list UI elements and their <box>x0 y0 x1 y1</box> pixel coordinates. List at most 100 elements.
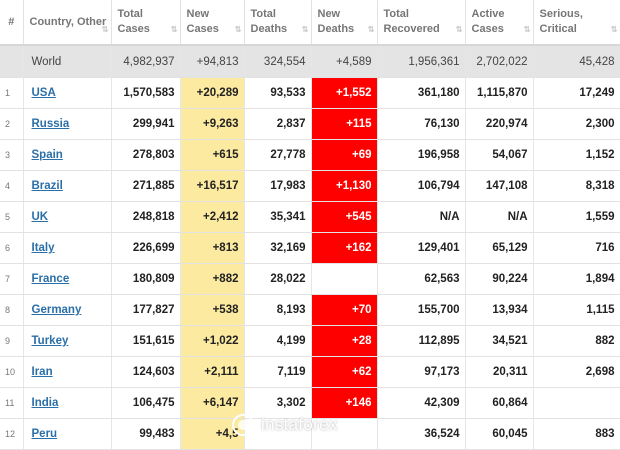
table-row: 4 Brazil 271,885 +16,517 17,983 +1,130 106,794… <box>0 170 620 202</box>
new-cases-cell: +882 <box>180 263 245 295</box>
country-link[interactable]: UK <box>31 211 49 223</box>
country-link[interactable]: Spain <box>31 149 63 161</box>
table-row: 3 Spain 278,803 +615 27,778 +69 196,958 54,067 1… <box>0 139 620 171</box>
row-rank: 11 <box>0 387 24 419</box>
new-deaths-cell: +1,552 <box>311 77 378 109</box>
country-link[interactable]: France <box>31 273 70 285</box>
row-rank: 8 <box>0 294 24 326</box>
column-header-total-deaths[interactable]: Total Deaths ⇅ <box>244 0 312 46</box>
country-link[interactable]: Brazil <box>31 180 63 192</box>
table-row: 10 Iran 124,603 +2,111 7,119 +62 97,173 20,311 2… <box>0 356 620 388</box>
serious-critical-cell: 2,300 <box>533 108 620 140</box>
row-rank: 1 <box>0 77 24 109</box>
column-header-new-deaths[interactable]: New Deaths ⇅ <box>311 0 378 46</box>
new-deaths-cell: +62 <box>311 356 378 388</box>
country-link[interactable]: USA <box>31 87 56 99</box>
active-cases-cell: 220,974 <box>465 108 534 140</box>
instaforex-watermark: instaforex <box>232 414 338 436</box>
total-cases-cell: 271,885 <box>111 170 181 202</box>
world-total-cases: 4,982,937 <box>111 45 181 78</box>
sort-icon[interactable]: ⇅ <box>455 25 463 34</box>
table-row: 5 UK 248,818 +2,412 35,341 +545 N/A N/A 1,559 <box>0 201 620 233</box>
table-row: 11 India 106,475 +6,147 3,302 +146 42,309 60,86… <box>0 387 620 419</box>
column-header-rank[interactable]: # <box>0 0 24 46</box>
new-cases-cell: +6,147 <box>180 387 245 419</box>
row-rank: 9 <box>0 325 24 357</box>
total-recovered-cell: 106,794 <box>377 170 466 202</box>
country-cell: Italy <box>23 232 112 264</box>
new-cases-cell: +1,022 <box>180 325 245 357</box>
country-cell: France <box>23 263 112 295</box>
country-link[interactable]: Germany <box>31 304 82 316</box>
new-cases-cell: +813 <box>180 232 245 264</box>
row-rank: 4 <box>0 170 24 202</box>
total-cases-cell: 226,699 <box>111 232 181 264</box>
world-total-row: World 4,982,937 +94,813 324,554 +4,589 1… <box>0 45 620 78</box>
serious-critical-cell <box>533 387 620 419</box>
total-deaths-cell: 28,022 <box>244 263 312 295</box>
total-cases-cell: 1,570,583 <box>111 77 181 109</box>
sort-icon[interactable]: ⇅ <box>523 25 531 34</box>
sort-icon[interactable]: ⇅ <box>301 25 309 34</box>
instaforex-logo-icon <box>232 414 254 436</box>
sort-icon[interactable]: ⇅ <box>367 25 375 34</box>
column-header-total-recovered[interactable]: Total Recovered ⇅ <box>377 0 466 46</box>
total-recovered-cell: 196,958 <box>377 139 466 171</box>
row-rank: 6 <box>0 232 24 264</box>
table-row: 8 Germany 177,827 +538 8,193 +70 155,700 13,934… <box>0 294 620 326</box>
new-deaths-cell: +69 <box>311 139 378 171</box>
total-deaths-cell: 35,341 <box>244 201 312 233</box>
new-cases-cell: +538 <box>180 294 245 326</box>
country-cell: Iran <box>23 356 112 388</box>
active-cases-cell: 54,067 <box>465 139 534 171</box>
total-cases-cell: 177,827 <box>111 294 181 326</box>
world-new-cases: +94,813 <box>180 45 245 78</box>
column-header-country[interactable]: Country, Other ⇅ <box>23 0 112 46</box>
country-cell: Turkey <box>23 325 112 357</box>
world-total-recovered: 1,956,361 <box>377 45 466 78</box>
column-header-new-cases[interactable]: New Cases ⇅ <box>180 0 245 46</box>
serious-critical-cell: 882 <box>533 325 620 357</box>
total-cases-cell: 180,809 <box>111 263 181 295</box>
sort-icon[interactable]: ⇅ <box>170 25 178 34</box>
active-cases-cell: 13,934 <box>465 294 534 326</box>
new-deaths-cell <box>311 263 378 295</box>
new-deaths-cell: +70 <box>311 294 378 326</box>
country-link[interactable]: Italy <box>31 242 55 254</box>
new-cases-cell: +2,412 <box>180 201 245 233</box>
watermark-text: instaforex <box>261 415 338 434</box>
new-deaths-cell: +146 <box>311 387 378 419</box>
world-rank-cell <box>0 45 24 78</box>
row-rank: 2 <box>0 108 24 140</box>
new-deaths-cell: +115 <box>311 108 378 140</box>
world-active-cases: 2,702,022 <box>465 45 534 78</box>
country-link[interactable]: Peru <box>31 428 58 440</box>
country-link[interactable]: Russia <box>31 118 70 130</box>
sort-icon[interactable]: ⇅ <box>234 25 242 34</box>
country-link[interactable]: India <box>31 397 59 409</box>
column-header-active-cases[interactable]: Active Cases ⇅ <box>465 0 534 46</box>
total-recovered-cell: 129,401 <box>377 232 466 264</box>
column-header-serious-critical[interactable]: Serious, Critical ⇅ <box>533 0 620 46</box>
serious-critical-cell: 1,894 <box>533 263 620 295</box>
table-row: 9 Turkey 151,615 +1,022 4,199 +28 112,895 34,52… <box>0 325 620 357</box>
total-deaths-cell: 27,778 <box>244 139 312 171</box>
table-row: 6 Italy 226,699 +813 32,169 +162 129,401 65,129… <box>0 232 620 264</box>
table-row: 1 USA 1,570,583 +20,289 93,533 +1,552 361,180 1… <box>0 77 620 109</box>
serious-critical-cell: 716 <box>533 232 620 264</box>
country-cell: Germany <box>23 294 112 326</box>
total-recovered-cell: N/A <box>377 201 466 233</box>
sort-icon[interactable]: ⇅ <box>101 25 109 34</box>
new-cases-cell: +615 <box>180 139 245 171</box>
total-cases-cell: 151,615 <box>111 325 181 357</box>
total-recovered-cell: 155,700 <box>377 294 466 326</box>
country-link[interactable]: Turkey <box>31 335 69 347</box>
country-link[interactable]: Iran <box>31 366 53 378</box>
column-header-total-cases[interactable]: Total Cases ⇅ <box>111 0 181 46</box>
sort-icon[interactable]: ⇅ <box>610 25 618 34</box>
table-row: 7 France 180,809 +882 28,022 62,563 90,224 1,89… <box>0 263 620 295</box>
total-cases-cell: 124,603 <box>111 356 181 388</box>
active-cases-cell: 60,864 <box>465 387 534 419</box>
active-cases-cell: 34,521 <box>465 325 534 357</box>
